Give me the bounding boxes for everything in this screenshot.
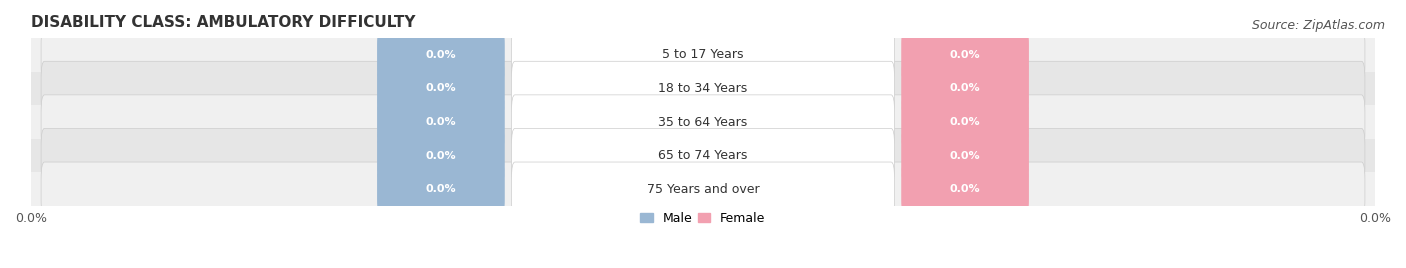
Text: 0.0%: 0.0% xyxy=(426,50,456,60)
FancyBboxPatch shape xyxy=(901,28,1029,82)
Text: 75 Years and over: 75 Years and over xyxy=(647,183,759,196)
FancyBboxPatch shape xyxy=(41,61,1365,116)
Bar xyxy=(31,38,1375,72)
Bar xyxy=(31,172,1375,206)
FancyBboxPatch shape xyxy=(377,28,505,82)
FancyBboxPatch shape xyxy=(901,162,1029,217)
Legend: Male, Female: Male, Female xyxy=(636,207,770,230)
FancyBboxPatch shape xyxy=(512,28,894,82)
Text: 0.0%: 0.0% xyxy=(950,151,980,161)
FancyBboxPatch shape xyxy=(377,128,505,183)
Bar xyxy=(31,139,1375,172)
FancyBboxPatch shape xyxy=(901,95,1029,149)
Text: 0.0%: 0.0% xyxy=(426,84,456,94)
FancyBboxPatch shape xyxy=(377,95,505,149)
FancyBboxPatch shape xyxy=(41,162,1365,217)
FancyBboxPatch shape xyxy=(901,61,1029,116)
Text: 0.0%: 0.0% xyxy=(950,50,980,60)
Bar xyxy=(31,72,1375,105)
FancyBboxPatch shape xyxy=(901,128,1029,183)
FancyBboxPatch shape xyxy=(41,28,1365,82)
Text: 0.0%: 0.0% xyxy=(950,184,980,194)
Text: 0.0%: 0.0% xyxy=(950,117,980,127)
Text: 35 to 64 Years: 35 to 64 Years xyxy=(658,116,748,129)
Text: 65 to 74 Years: 65 to 74 Years xyxy=(658,149,748,162)
Text: 5 to 17 Years: 5 to 17 Years xyxy=(662,49,744,61)
Text: 0.0%: 0.0% xyxy=(426,117,456,127)
Text: 0.0%: 0.0% xyxy=(426,184,456,194)
Bar xyxy=(31,105,1375,139)
FancyBboxPatch shape xyxy=(512,128,894,183)
Text: Source: ZipAtlas.com: Source: ZipAtlas.com xyxy=(1251,19,1385,32)
FancyBboxPatch shape xyxy=(41,128,1365,183)
Text: 18 to 34 Years: 18 to 34 Years xyxy=(658,82,748,95)
FancyBboxPatch shape xyxy=(512,95,894,149)
FancyBboxPatch shape xyxy=(377,61,505,116)
Text: DISABILITY CLASS: AMBULATORY DIFFICULTY: DISABILITY CLASS: AMBULATORY DIFFICULTY xyxy=(31,15,416,30)
FancyBboxPatch shape xyxy=(41,95,1365,149)
Text: 0.0%: 0.0% xyxy=(426,151,456,161)
FancyBboxPatch shape xyxy=(377,162,505,217)
FancyBboxPatch shape xyxy=(512,162,894,217)
Text: 0.0%: 0.0% xyxy=(950,84,980,94)
FancyBboxPatch shape xyxy=(512,61,894,116)
